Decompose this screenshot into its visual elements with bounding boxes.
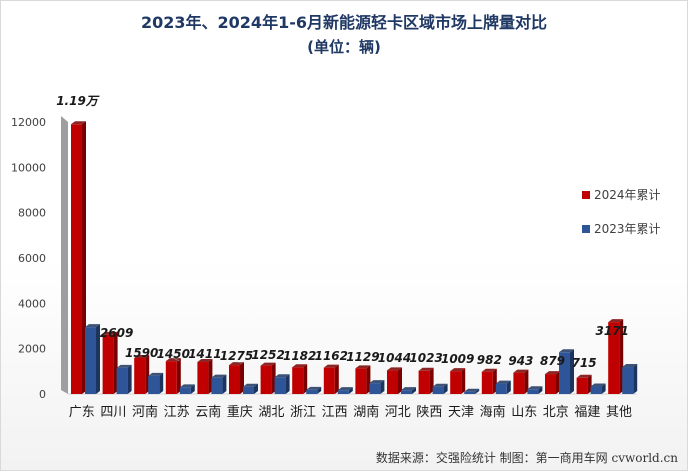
bar-2023 — [590, 383, 606, 394]
x-axis-category-labels: 广东 四川 河南 江苏 云南 重庆 湖北 浙江 江西 湖南 河北 陕西 天津 海南 山东 北京 福建 其他 — [69, 404, 632, 420]
bar-2023 — [306, 386, 322, 394]
bar-2023 — [211, 374, 227, 394]
data-label-2024: 715 — [572, 356, 597, 370]
label-leader-lines — [173, 357, 243, 364]
x-category-label: 重庆 — [227, 404, 253, 420]
bar-2024 — [450, 368, 466, 394]
data-label-2024: 1252 — [251, 348, 284, 362]
bar-2024 — [260, 362, 276, 394]
data-label-2024: 1275 — [220, 349, 253, 363]
y-tick-label: 10000 — [11, 161, 46, 174]
bar-2024 — [134, 354, 150, 394]
bar-2023 — [401, 387, 416, 394]
x-category-label: 天津 — [448, 405, 474, 420]
bar-2023 — [622, 364, 638, 394]
data-label-2024: 1162 — [315, 349, 348, 363]
x-category-label: 云南 — [195, 404, 221, 420]
bar-2024 — [71, 121, 86, 395]
legend-swatch — [582, 191, 590, 199]
x-category-label: 其他 — [606, 405, 632, 420]
y-axis-ticks: 0 2000 4000 6000 8000 10000 12000 — [11, 116, 46, 401]
x-category-label: 海南 — [480, 404, 506, 420]
bar-2023 — [116, 364, 132, 394]
x-category-label: 四川 — [100, 405, 126, 420]
data-label-2024: 1182 — [283, 349, 316, 363]
x-category-label: 山东 — [511, 405, 537, 420]
x-category-label: 浙江 — [290, 405, 316, 420]
legend: 2024年累计 2023年累计 — [582, 188, 661, 236]
bar-2024 — [545, 371, 560, 394]
data-label-2024: 1.19万 — [56, 94, 100, 108]
data-label-2024: 3171 — [595, 324, 628, 338]
bar-2024 — [102, 331, 118, 394]
data-label-2024: 1009 — [441, 352, 474, 366]
x-category-label: 河北 — [385, 405, 411, 420]
bar-2023 — [148, 372, 164, 394]
x-category-label: 湖南 — [353, 404, 379, 420]
data-label-2024: 1590 — [125, 346, 158, 360]
x-category-label: 湖北 — [258, 405, 284, 420]
bar-2023 — [243, 383, 258, 394]
chart-title: 2023年、2024年1-6月新能源轻卡区域市场上牌量对比 — [141, 13, 547, 32]
bar-2023 — [432, 383, 448, 394]
bar-2024 — [387, 367, 402, 394]
legend-item: 2023年累计 — [582, 222, 661, 236]
bar-2023 — [179, 384, 195, 394]
bar-2023 — [85, 324, 100, 394]
data-label-2024: 982 — [477, 353, 502, 367]
data-label-2024: 1129 — [346, 350, 379, 364]
data-label-2024: 1044 — [378, 351, 411, 365]
bar-2024 — [323, 364, 339, 394]
label-leader-line — [173, 357, 180, 362]
chart-subtitle: (单位：辆) — [307, 38, 381, 56]
y-axis-wall-shape — [61, 116, 68, 394]
x-category-label: 江苏 — [164, 404, 190, 420]
y-axis-wall — [61, 116, 637, 395]
bar-2024 — [229, 362, 244, 394]
x-category-label: 北京 — [543, 405, 569, 420]
data-label-2024: 2609 — [100, 326, 133, 340]
data-label-2024: 943 — [508, 354, 533, 368]
bar-2024 — [481, 368, 497, 394]
data-label-2024: 879 — [540, 354, 565, 368]
data-labels: 1.19万 2609 1590145014111275125211821162112… — [56, 94, 629, 370]
x-category-label: 江西 — [322, 405, 348, 420]
bar-2024 — [418, 367, 434, 394]
bar-2024 — [355, 365, 371, 394]
data-label-2024: 1023 — [409, 351, 442, 365]
legend-item: 2024年累计 — [582, 188, 661, 202]
y-tick-label: 12000 — [11, 116, 46, 129]
y-tick-label: 2000 — [18, 343, 46, 356]
y-tick-label: 6000 — [18, 252, 46, 265]
bar-2023 — [559, 349, 574, 394]
legend-label: 2024年累计 — [594, 188, 661, 202]
bar-2023 — [527, 386, 543, 394]
data-label-2024: 1450 — [157, 347, 190, 361]
legend-swatch — [582, 225, 590, 233]
bar-2024 — [197, 359, 213, 394]
bar-2024 — [165, 358, 181, 394]
label-leader-line — [236, 361, 243, 364]
bar-2023 — [495, 380, 511, 394]
bar-2023 — [337, 387, 353, 394]
x-category-label: 福建 — [574, 405, 600, 420]
y-tick-label: 8000 — [18, 207, 46, 220]
bar-2023 — [274, 374, 290, 394]
bar-2023 — [369, 380, 385, 394]
source-note: 数据来源：交强险统计 制图：第一商用车网 cvworld.cn — [375, 451, 678, 465]
legend-label: 2023年累计 — [594, 222, 661, 236]
y-tick-label: 4000 — [18, 297, 46, 310]
bars-group — [71, 121, 638, 395]
data-label-2024: 1411 — [188, 347, 221, 361]
bar-2023 — [464, 388, 480, 394]
bar-2024 — [292, 364, 308, 394]
bar-2024 — [513, 369, 529, 394]
y-tick-label: 0 — [39, 388, 46, 401]
x-category-label: 河南 — [132, 404, 158, 420]
bar-2024 — [576, 374, 592, 394]
x-category-label: 陕西 — [416, 405, 442, 420]
x-category-label: 广东 — [69, 405, 95, 420]
